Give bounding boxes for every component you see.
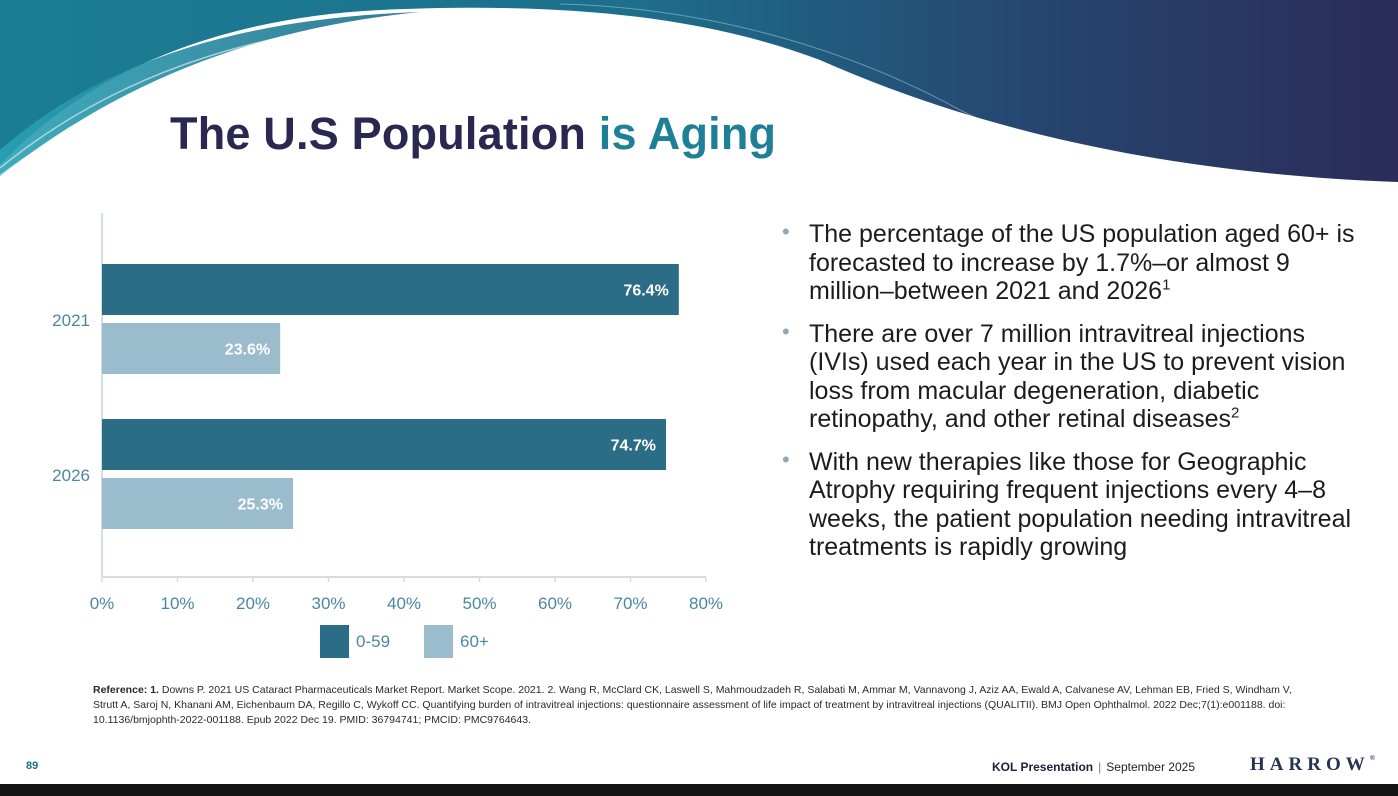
footnote-marker: 2 xyxy=(1231,404,1240,422)
title-part-1: The U.S Population xyxy=(170,108,587,159)
bullet-item: • There are over 7 million intravitreal … xyxy=(782,318,1362,434)
bullet-list: • The percentage of the US population ag… xyxy=(782,219,1362,576)
bar-data-label: 76.4% xyxy=(623,283,668,300)
footer-separator: | xyxy=(1098,760,1102,774)
bar xyxy=(102,419,666,470)
bar xyxy=(102,264,679,315)
bar-data-label: 23.6% xyxy=(225,342,270,359)
bullet-item: • With new therapies like those for Geog… xyxy=(782,446,1362,562)
footer-presentation: KOL Presentation xyxy=(992,760,1094,774)
footer-info: KOL Presentation | September 2025 xyxy=(992,760,1195,774)
harrow-logo: HARROW® xyxy=(1250,754,1375,776)
bullet-text: The percentage of the US population aged… xyxy=(809,220,1355,305)
bullet-item: • The percentage of the US population ag… xyxy=(782,219,1362,306)
bullet-dot-icon: • xyxy=(782,318,790,344)
bullet-dot-icon: • xyxy=(782,446,790,472)
bar xyxy=(102,478,294,529)
logo-text: HARROW xyxy=(1250,754,1370,775)
x-tick-label: 0% xyxy=(90,594,115,613)
footnote-marker: 1 xyxy=(1162,276,1171,294)
y-tick-label: 2021 xyxy=(52,311,90,330)
legend-swatch xyxy=(320,625,349,658)
x-tick-label: 30% xyxy=(311,594,345,613)
x-tick-label: 80% xyxy=(689,594,723,613)
bullet-text: With new therapies like those for Geogra… xyxy=(809,447,1352,562)
page-number: 89 xyxy=(26,760,39,772)
legend-label: 60+ xyxy=(460,632,489,651)
x-tick-label: 10% xyxy=(160,594,194,613)
x-tick-label: 50% xyxy=(462,594,496,613)
bottom-bar xyxy=(0,784,1398,796)
title-part-2: is Aging xyxy=(598,108,777,159)
reference-label: Reference: 1. xyxy=(93,684,159,696)
x-tick-label: 70% xyxy=(613,594,647,613)
y-tick-label: 2026 xyxy=(52,466,90,485)
reference-footnote: Reference: 1. Downs P. 2021 US Cataract … xyxy=(93,683,1293,728)
bar-chart: 2021 76.4% 23.6% 2026 74.7% 25.3% 0% 10% 20% 30% 4… xyxy=(52,213,723,658)
header-wave-decoration xyxy=(0,0,1398,193)
legend-swatch xyxy=(424,625,453,658)
bullet-text: There are over 7 million intravitreal in… xyxy=(809,319,1346,434)
bullet-dot-icon: • xyxy=(782,219,790,244)
page-title: The U.S Population is Aging xyxy=(170,108,776,160)
legend-label: 0-59 xyxy=(356,632,390,651)
bar xyxy=(102,323,281,374)
footer-date: September 2025 xyxy=(1106,760,1195,774)
x-tick-label: 60% xyxy=(538,594,572,613)
x-tick-label: 20% xyxy=(236,594,270,613)
bar-data-label: 74.7% xyxy=(611,438,656,455)
bar-data-label: 25.3% xyxy=(238,497,283,514)
reference-text: Downs P. 2021 US Cataract Pharmaceutical… xyxy=(93,684,1292,726)
x-tick-label: 40% xyxy=(387,594,421,613)
logo-mark: ® xyxy=(1369,754,1375,762)
